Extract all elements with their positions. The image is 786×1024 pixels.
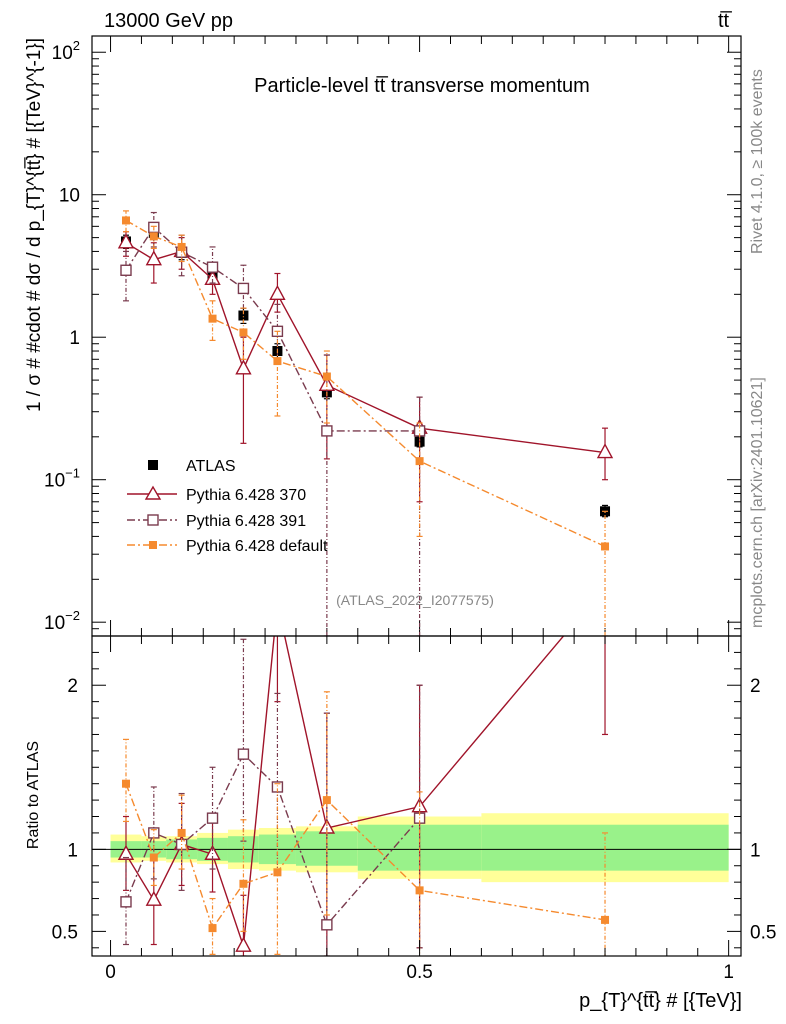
ratio-y-tick-label-right: 0.5 (750, 922, 776, 943)
main-y-tick-base: 10 (44, 471, 65, 492)
ratio-pythia-6-428-default-marker (177, 828, 186, 837)
main-y-tick-exponent: −2 (65, 608, 80, 623)
ratio-pythia-6-428-370-line (125, 636, 565, 947)
legend-item-atlas: ATLAS (148, 458, 236, 475)
ratio-y-axis-label: Ratio to ATLAS (25, 741, 42, 849)
main-pythia-6-428-391-line (125, 226, 420, 432)
main-y-tick-exponent: −1 (65, 466, 80, 481)
x-tick-label: 0 (105, 962, 116, 983)
x-tick-label: 0.5 (406, 962, 432, 983)
main-pythia-6-428-default-marker (177, 242, 186, 251)
main-pythia-6-428-default-marker (601, 542, 610, 551)
main-atlas-marker (238, 310, 249, 321)
main-y-tick-label: 102 (52, 38, 80, 64)
main-y-tick-exponent: 2 (73, 38, 80, 53)
legend-marker-atlas (148, 460, 158, 470)
ratio-pythia-6-428-370-marker (117, 844, 135, 860)
main-y-tick-label: 1 (69, 328, 80, 349)
ratio-pythia-6-428-370-marker (145, 890, 162, 906)
ratio-pythia-6-428-default-marker (322, 796, 331, 805)
main-pythia-6-428-370-marker (596, 443, 614, 459)
ratio-pythia-6-428-391-marker (321, 919, 333, 931)
main-pythia-6-428-391-marker (321, 425, 333, 437)
legend-label-pythia-370: Pythia 6.428 370 (186, 487, 306, 504)
legend-item-pythia-default: Pythia 6.428 default (127, 538, 328, 555)
legend-label-atlas: ATLAS (186, 458, 236, 475)
main-pythia-6-428-default-marker (208, 314, 217, 323)
ratio-pythia-6-428-default-marker (121, 779, 130, 788)
legend-item-pythia-391: Pythia 6.428 391 (127, 513, 306, 530)
ratio-pythia-6-428-default-marker (149, 853, 158, 862)
ratio-frame (91, 635, 742, 957)
legend-marker-pythia-370 (144, 485, 162, 500)
analysis-watermark: (ATLAS_2022_I2077575) (336, 592, 494, 608)
ratio-pythia-6-428-370-marker (270, 595, 284, 608)
ratio-pythia-6-428-default-marker (601, 915, 610, 924)
main-y-tick-base: 10 (44, 613, 65, 634)
main-pythia-6-428-default-marker (273, 357, 282, 366)
main-pythia-6-428-default-marker (322, 372, 331, 381)
ratio-y-tick-label-right: 2 (750, 676, 761, 697)
ratio-pythia-6-428-default-marker (415, 886, 424, 895)
main-y-tick-base: 10 (52, 43, 73, 64)
main-y-axis-label: 1 / σ # #cdot # dσ / d p_{T}^{tt̅} # [{T… (24, 38, 45, 412)
main-pythia-6-428-391-marker (120, 264, 132, 276)
rivet-version-label: Rivet 4.1.0, ≥ 100k events (749, 69, 766, 254)
ratio-pythia-6-428-default-line (125, 783, 606, 930)
mcplots-reference-label: mcplots.cern.ch [arXiv:2401.10621] (749, 377, 766, 628)
main-pythia-6-428-370-marker (269, 284, 286, 301)
x-tick-label: 1 (723, 962, 734, 983)
legend-marker-pythia-default (149, 541, 157, 549)
header-process-label: tt̅ (718, 10, 732, 32)
main-pythia-6-428-370-marker (145, 250, 162, 266)
main-pythia-6-428-default-marker (149, 232, 158, 241)
ratio-pythia-6-428-391-marker (120, 896, 132, 908)
main-y-tick-base: 10 (59, 186, 80, 207)
header-energy-label: 13000 GeV pp (104, 10, 233, 32)
legend: ATLAS Pythia 6.428 370 Pythia 6.428 391 … (127, 458, 328, 555)
ratio-pythia-6-428-default-series (121, 691, 610, 956)
legend-item-pythia-370: Pythia 6.428 370 (127, 485, 306, 504)
main-pythia-6-428-default-marker (239, 328, 248, 337)
main-pythia-6-428-391-marker (237, 282, 250, 295)
main-pythia-6-428-370-line (125, 242, 606, 454)
legend-marker-pythia-391 (147, 514, 159, 526)
x-axis-label: p_{T}^{tt̅} # [{TeV}] (579, 990, 742, 1012)
ratio-pythia-6-428-391-marker (206, 812, 219, 824)
ratio-pythia-6-428-391-line (125, 752, 421, 927)
ratio-y-tick-label-right: 1 (750, 840, 761, 861)
main-pythia-6-428-370-marker (117, 233, 135, 249)
ratio-y-tick-label-left: 0.5 (52, 922, 78, 943)
main-pythia-6-428-default-marker (415, 457, 424, 466)
ratio-y-tick-label-left: 2 (67, 676, 78, 697)
ratio-pythia-6-428-370-marker (235, 936, 252, 952)
main-pythia-6-428-391-marker (206, 261, 219, 273)
main-y-tick-base: 1 (69, 328, 80, 349)
main-pythia-6-428-370-marker (204, 269, 221, 285)
main-pythia-6-428-default-series (121, 210, 610, 636)
main-y-tick-label: 10 (59, 186, 80, 207)
main-pythia-6-428-default-line (125, 219, 606, 548)
main-pythia-6-428-370-marker (235, 359, 252, 375)
ratio-pythia-6-428-391-marker (237, 748, 250, 760)
main-pythia-6-428-default-marker (121, 216, 130, 225)
ratio-pythia-6-428-default-marker (239, 879, 248, 888)
ratio-y-tick-label-left: 1 (67, 840, 78, 861)
main-y-tick-label: 10−1 (44, 466, 80, 492)
legend-label-pythia-default: Pythia 6.428 default (186, 538, 328, 555)
ratio-pythia-6-428-default-marker (273, 868, 282, 877)
ratio-pythia-6-428-default-marker (208, 924, 217, 933)
main-panel: Particle-level tt̅ transverse momentum (… (24, 35, 742, 637)
main-title: Particle-level tt̅ transverse momentum (254, 75, 590, 97)
main-y-tick-label: 10−2 (44, 608, 80, 634)
ratio-panel: 2 2 1 1 0.5 0.5 0 0.5 1 Ratio to ATLAS p_{T}^{tt… (25, 595, 776, 1012)
legend-label-pythia-391: Pythia 6.428 391 (186, 513, 306, 530)
